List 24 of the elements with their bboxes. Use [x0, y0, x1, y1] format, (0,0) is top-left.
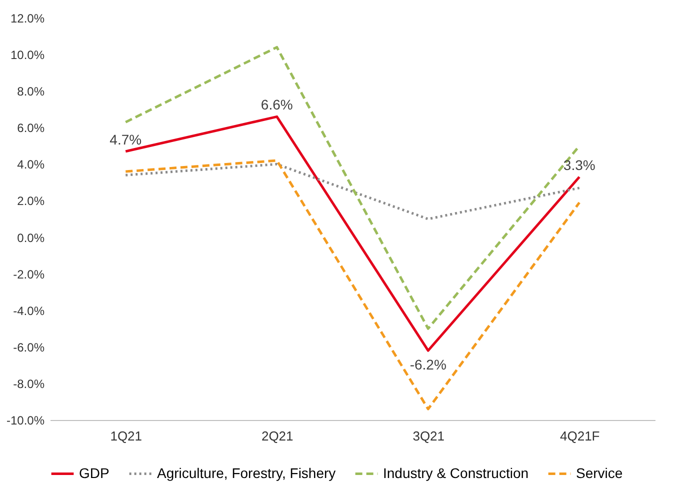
x-tick-label: 1Q21: [110, 428, 142, 444]
y-tick-label: -8.0%: [13, 376, 45, 391]
y-tick-label: 10.0%: [10, 48, 45, 62]
legend-label: Service: [576, 464, 623, 481]
y-tick-label: -4.0%: [13, 304, 45, 318]
data-label: 3.3%: [563, 156, 596, 173]
y-tick-label: 2.0%: [17, 194, 45, 208]
y-tick-label: -6.0%: [13, 340, 45, 354]
data-label: -6.2%: [410, 356, 446, 373]
y-tick-label: 4.0%: [17, 158, 45, 172]
legend-label: Agriculture, Forestry, Fishery: [157, 464, 336, 481]
y-tick-label: 6.0%: [17, 121, 45, 136]
x-tick-label: 2Q21: [261, 428, 294, 444]
y-tick-label: 0.0%: [17, 230, 45, 245]
x-tick-label: 4Q21F: [560, 428, 600, 444]
y-tick-label: 12.0%: [10, 12, 45, 26]
y-tick-label: -2.0%: [13, 267, 45, 282]
y-tick-label: 8.0%: [17, 84, 45, 99]
data-label: 4.7%: [110, 131, 142, 148]
legend-label: GDP: [79, 464, 110, 481]
data-label: 6.6%: [260, 96, 293, 113]
legend-label: Industry & Construction: [383, 464, 529, 481]
y-tick-label: -10.0%: [6, 414, 45, 428]
x-tick-label: 3Q21: [412, 428, 445, 444]
